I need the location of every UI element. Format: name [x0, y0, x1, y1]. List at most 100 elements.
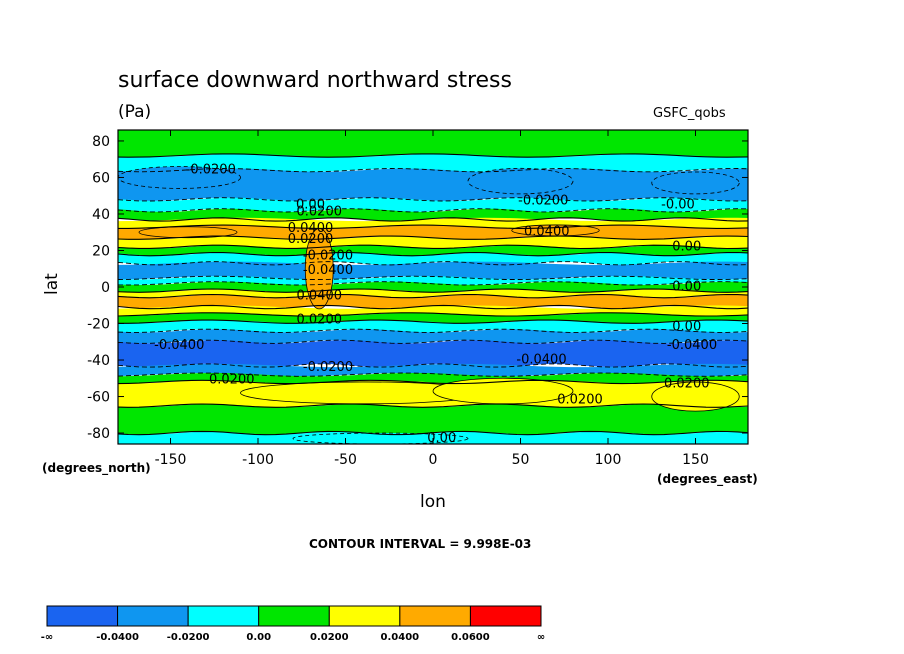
- contour-label: -0.0400: [667, 338, 717, 353]
- contour-line: [118, 168, 748, 173]
- colorbar-label: ∞: [537, 632, 545, 643]
- contour-blob: [138, 226, 238, 239]
- colorbar-label: 0.00: [246, 632, 271, 643]
- colorbar-swatch: [187, 605, 260, 627]
- x-tick-label: 150: [682, 452, 709, 468]
- contour-line: [118, 217, 748, 222]
- colorbar-label: 0.0400: [381, 632, 420, 643]
- dataset-label: GSFC_qobs: [653, 106, 726, 121]
- y-tick-label: 0: [101, 280, 110, 296]
- contour-label: -0.0200: [518, 194, 568, 209]
- x-axis-units: (degrees_east): [657, 472, 758, 486]
- contour-line: [118, 293, 748, 299]
- contour-line: [118, 235, 748, 240]
- contour-line: [118, 339, 748, 344]
- y-axis-label: lat: [42, 273, 62, 295]
- colorbar-swatch: [46, 605, 119, 627]
- contour-band: [118, 208, 748, 222]
- contour-band: [118, 236, 748, 249]
- contour-label: 0.00: [672, 280, 701, 295]
- x-tick-label: -150: [155, 452, 187, 468]
- contour-label: 0.0400: [288, 221, 334, 236]
- contour-blob: [118, 166, 241, 189]
- contour-label: 0.0200: [297, 205, 343, 220]
- contour-line: [118, 304, 748, 310]
- contour-label: 0.00: [672, 320, 701, 335]
- contour-band: [118, 153, 748, 172]
- contour-line: [118, 244, 748, 250]
- y-tick-label: -60: [87, 390, 110, 406]
- contour-line: [118, 208, 748, 213]
- contour-band: [118, 130, 748, 158]
- contour-line: [118, 312, 748, 317]
- contour-band: [118, 404, 748, 435]
- colorbar-swatch: [328, 605, 401, 627]
- contour-line: [118, 372, 748, 377]
- units-label: (Pa): [118, 102, 152, 122]
- contour-label: 0.00: [296, 197, 325, 212]
- contour-blobs: [118, 166, 740, 444]
- contour-line: [118, 328, 748, 333]
- contour-line: [118, 153, 748, 158]
- contour-line: [118, 379, 748, 385]
- contour-line: [118, 319, 748, 324]
- y-tick-label: 40: [92, 207, 110, 223]
- contour-label: 0.0400: [524, 225, 570, 240]
- y-tick-label: -20: [87, 317, 110, 333]
- colorbar-swatch: [469, 605, 542, 627]
- colorbar-label: -∞: [41, 632, 53, 643]
- contour-label: -0.0400: [303, 263, 353, 278]
- contour-label: 0.0400: [297, 289, 343, 304]
- colorbar-swatch: [399, 605, 471, 627]
- y-tick-label: -80: [87, 426, 110, 442]
- contour-label: -0.00: [661, 197, 695, 212]
- contour-line: [118, 261, 748, 266]
- contour-line: [118, 430, 748, 436]
- y-tick-label: 60: [92, 170, 110, 186]
- contour-line: [118, 403, 748, 408]
- y-tick-label: 80: [92, 134, 110, 150]
- contour-line: [118, 224, 748, 229]
- contour-band: [118, 289, 748, 298]
- contour-blob: [651, 171, 740, 195]
- contour-label: -0.0400: [516, 353, 566, 368]
- contour-label: 0.0200: [557, 393, 603, 408]
- y-axis-ticks: -80 -60 -40 -20 0 20 40 60 80: [87, 134, 748, 442]
- contour-line: [118, 251, 748, 257]
- x-axis-ticks: -150 -100 -50 0 50 100 150: [155, 130, 709, 468]
- colorbar-swatch: [258, 605, 330, 627]
- contour-label: -0.0400: [154, 338, 204, 353]
- contour-interval-label: CONTOUR INTERVAL = 9.998E-03: [309, 537, 532, 551]
- contour-label: 0.0200: [288, 232, 334, 247]
- contour-label: 0.0200: [664, 376, 710, 391]
- contour-blob: [467, 167, 574, 195]
- colorbar-label: -0.0400: [96, 632, 139, 643]
- colorbar-label: 0.0600: [451, 632, 490, 643]
- contour-band: [118, 373, 748, 384]
- contour-band: [118, 168, 748, 201]
- contour-line: [118, 197, 748, 202]
- contour-line: [118, 275, 748, 280]
- contour-label: -0.0200: [186, 163, 236, 178]
- contour-label: 0.00: [672, 239, 701, 254]
- contour-band: [118, 261, 748, 280]
- contour-label: 0.0200: [209, 373, 255, 388]
- colorbar-swatch: [117, 605, 189, 627]
- colorbar: -∞ -0.0400 -0.0200 0.00 0.0200 0.0400 0.0600 ∞: [41, 605, 545, 643]
- contour-label: -0.0200: [303, 248, 353, 263]
- x-tick-label: -100: [242, 452, 274, 468]
- colorbar-label: -0.0200: [167, 632, 210, 643]
- contour-band: [118, 340, 748, 368]
- contour-line: [118, 363, 748, 368]
- contour-lines: [118, 153, 748, 436]
- chart-title: surface downward northward stress: [118, 68, 512, 93]
- contour-line: [118, 281, 748, 286]
- y-axis-units: (degrees_north): [42, 461, 151, 475]
- y-tick-label: 20: [92, 243, 110, 259]
- x-tick-label: 0: [429, 452, 438, 468]
- contour-label: 0.00: [427, 431, 456, 446]
- contour-label: 0.0200: [297, 312, 343, 327]
- y-tick-label: -40: [87, 353, 110, 369]
